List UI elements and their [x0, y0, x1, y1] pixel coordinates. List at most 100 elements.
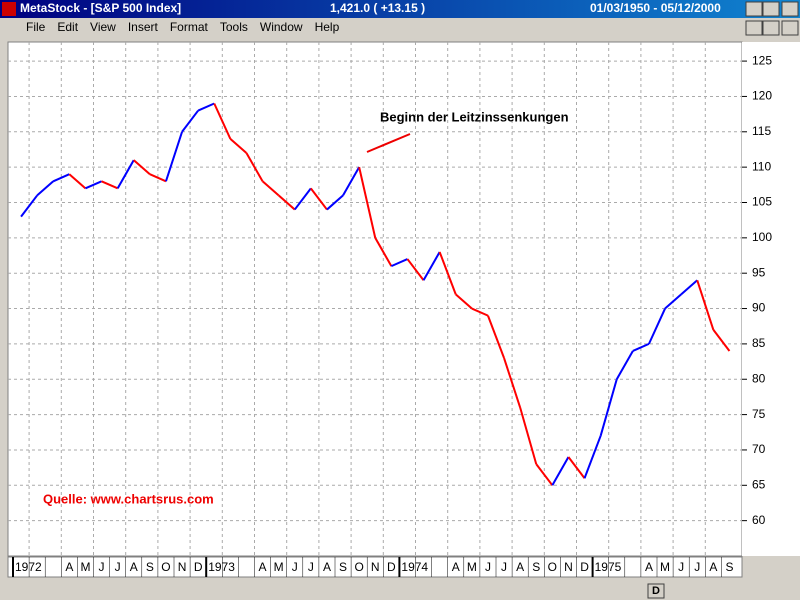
x-axis-area [7, 556, 743, 578]
x-tick-label: M [80, 560, 90, 574]
price-segment [615, 350, 634, 380]
scroll-bar[interactable] [0, 582, 800, 600]
x-tick-label: A [130, 560, 138, 574]
price-segment [197, 102, 215, 112]
x-tick-label: A [259, 560, 267, 574]
price-segment [551, 456, 570, 486]
menu-item[interactable]: Tools [220, 20, 248, 34]
x-tick-label: J [694, 560, 700, 574]
price-segment [164, 131, 184, 182]
x-tick-label: M [467, 560, 477, 574]
source: Quelle: www.chartsrus.com [43, 491, 214, 506]
price-segment [712, 329, 731, 352]
date-range: 01/03/1950 - 05/12/2000 [590, 1, 721, 15]
doc-close-button[interactable] [781, 20, 799, 36]
price-segment [406, 258, 425, 281]
price-segment [680, 279, 698, 296]
price-segment [101, 180, 119, 190]
price-segment [85, 180, 102, 190]
doc-minimize-button[interactable] [745, 20, 763, 36]
price-segment [229, 138, 248, 154]
price-segment [149, 173, 167, 183]
minimize-button[interactable] [745, 1, 763, 17]
price-segment [696, 279, 715, 331]
y-tick-label: 120 [752, 89, 772, 103]
menu-item[interactable]: Window [260, 20, 303, 34]
y-tick-label: 100 [752, 230, 772, 244]
price-segment [648, 308, 666, 345]
price-segment [133, 159, 151, 175]
menu-item[interactable]: File [26, 20, 46, 34]
x-tick-label: A [65, 560, 73, 574]
menu-item[interactable]: Format [170, 20, 209, 34]
x-tick-label: D [194, 560, 203, 574]
y-tick-label: 90 [752, 301, 766, 315]
period-label[interactable]: D [652, 585, 660, 597]
price-segment [261, 180, 280, 197]
price-segment [374, 237, 393, 267]
x-tick-label: J [678, 560, 684, 574]
x-tick-label: S [339, 560, 347, 574]
x-tick-label: D [580, 560, 589, 574]
x-tick-label: J [501, 560, 507, 574]
x-tick-label: 1975 [595, 560, 622, 574]
x-tick-label: A [645, 560, 653, 574]
y-tick-label: 110 [752, 159, 771, 173]
price-segment [342, 166, 361, 196]
price-segment [68, 173, 87, 190]
x-tick-label: M [660, 560, 670, 574]
price-segment [487, 315, 505, 359]
x-tick-label: M [274, 560, 284, 574]
x-tick-label: S [146, 560, 154, 574]
app-icon [2, 2, 16, 16]
window-title: MetaStock - [S&P 500 Index] [20, 1, 181, 15]
price-segment [20, 194, 38, 218]
x-tick-label: A [516, 560, 524, 574]
menu-bar: File Edit View Insert Format Tools Window Help [26, 20, 340, 34]
y-tick-label: 115 [752, 124, 771, 138]
doc-maximize-button[interactable] [762, 20, 780, 36]
price-segment [390, 258, 408, 268]
annotation-arrow [366, 133, 411, 153]
x-tick-label: N [564, 560, 573, 574]
x-tick-label: A [323, 560, 331, 574]
price-segment [181, 109, 199, 133]
y-tick-label: 125 [752, 53, 772, 67]
price-segment [358, 166, 377, 239]
x-tick-label: J [485, 560, 491, 574]
x-tick-label: O [354, 560, 363, 574]
x-tick-label: 1972 [15, 560, 42, 574]
x-tick-label: 1974 [401, 560, 428, 574]
x-tick-label: D [387, 560, 396, 574]
price-segment [52, 173, 70, 183]
price-segment [583, 435, 602, 479]
y-tick-label: 85 [752, 336, 766, 350]
x-tick-label: J [292, 560, 298, 574]
price-segment [293, 187, 312, 211]
annotation: Beginn der Leitzinssenkungen [380, 109, 569, 124]
price-segment [326, 194, 344, 211]
y-tick-label: 65 [752, 477, 766, 491]
title-bar [0, 0, 800, 18]
price-segment [599, 378, 618, 437]
menu-item[interactable]: View [90, 20, 116, 34]
menu-item[interactable]: Insert [128, 20, 159, 34]
x-tick-label: N [371, 560, 380, 574]
price-segment [310, 187, 328, 211]
x-tick-label: A [709, 560, 717, 574]
price-segment [632, 342, 650, 352]
menu-item[interactable]: Help [315, 20, 340, 34]
price-segment [471, 307, 489, 317]
menu-item[interactable]: Edit [57, 20, 78, 34]
y-tick-label: 105 [752, 195, 772, 209]
y-tick-label: 80 [752, 371, 766, 385]
maximize-button[interactable] [762, 1, 780, 17]
x-tick-label: N [178, 560, 187, 574]
x-tick-label: S [532, 560, 540, 574]
period-button[interactable] [647, 583, 665, 599]
window-buttons[interactable] [745, 1, 799, 36]
x-tick-label: J [308, 560, 314, 574]
close-button[interactable] [781, 1, 799, 17]
price-segment [116, 159, 135, 189]
